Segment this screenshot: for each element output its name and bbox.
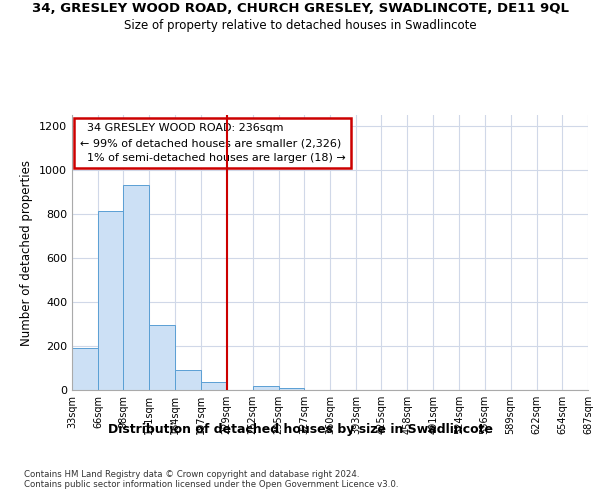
Text: Size of property relative to detached houses in Swadlincote: Size of property relative to detached ho…	[124, 19, 476, 32]
Y-axis label: Number of detached properties: Number of detached properties	[20, 160, 34, 346]
Text: Distribution of detached houses by size in Swadlincote: Distribution of detached houses by size …	[107, 422, 493, 436]
Bar	[123, 186, 149, 390]
Bar	[98, 211, 123, 390]
Text: Contains HM Land Registry data © Crown copyright and database right 2024.
Contai: Contains HM Land Registry data © Crown c…	[24, 470, 398, 490]
Bar	[279, 388, 304, 390]
Text: 34, GRESLEY WOOD ROAD, CHURCH GRESLEY, SWADLINCOTE, DE11 9QL: 34, GRESLEY WOOD ROAD, CHURCH GRESLEY, S…	[32, 2, 569, 16]
Bar	[202, 382, 227, 390]
Bar	[72, 348, 98, 390]
Text: 34 GRESLEY WOOD ROAD: 236sqm  
← 99% of detached houses are smaller (2,326)
  1%: 34 GRESLEY WOOD ROAD: 236sqm ← 99% of de…	[80, 123, 346, 163]
Bar	[253, 386, 279, 390]
Bar	[175, 370, 202, 390]
Bar	[149, 325, 175, 390]
